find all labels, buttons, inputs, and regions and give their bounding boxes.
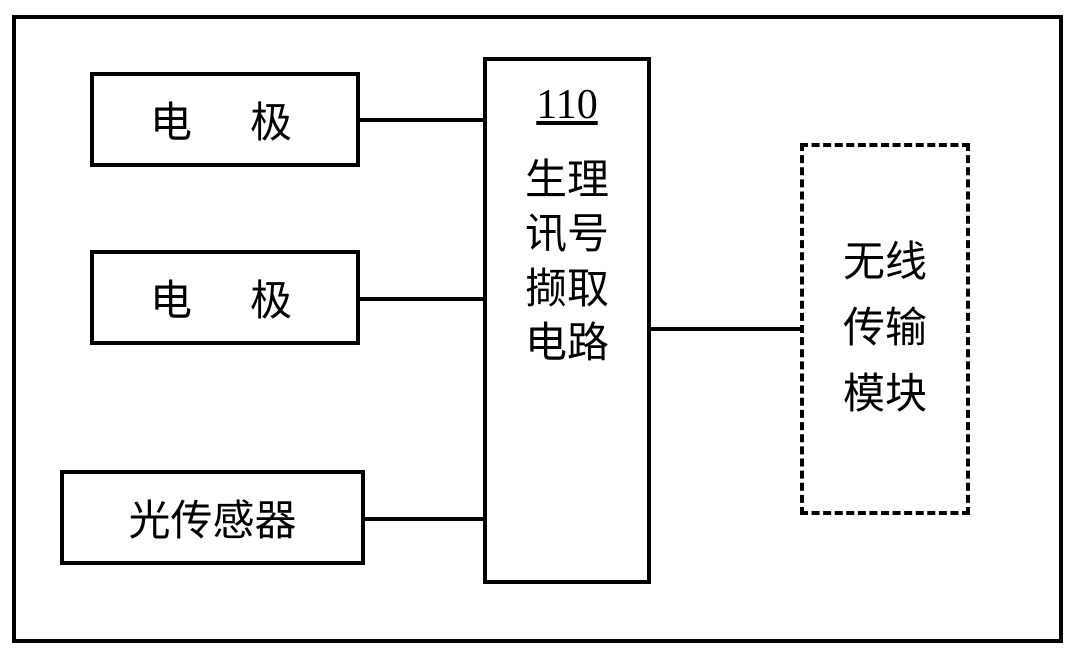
light-sensor-label: 光传感器 [128,487,296,548]
wireless-line-0: 无线 [843,239,927,287]
connector-wireless [651,327,800,331]
wireless-label: 无线 传输 模块 [843,239,927,420]
wireless-line-1: 传输 [843,305,927,353]
connector-electrode2 [360,297,483,301]
connector-electrode1 [360,118,483,122]
circuit-box: 110 生理 讯号 撷取 电路 [483,57,651,584]
circuit-label: 生理 讯号 撷取 电路 [525,157,609,368]
electrode-1-box: 电 极 [90,72,360,167]
circuit-line-0: 生理 [525,157,609,205]
circuit-line-3: 电路 [525,320,609,368]
electrode-2-label: 电 极 [150,267,300,328]
circuit-line-1: 讯号 [525,211,609,259]
circuit-line-2: 撷取 [525,266,609,314]
light-sensor-box: 光传感器 [60,470,365,565]
wireless-box: 无线 传输 模块 [800,143,970,515]
electrode-2-box: 电 极 [90,250,360,345]
circuit-ref-number: 110 [536,81,597,129]
wireless-line-2: 模块 [843,371,927,419]
connector-sensor [365,517,483,521]
electrode-1-label: 电 极 [150,89,300,150]
